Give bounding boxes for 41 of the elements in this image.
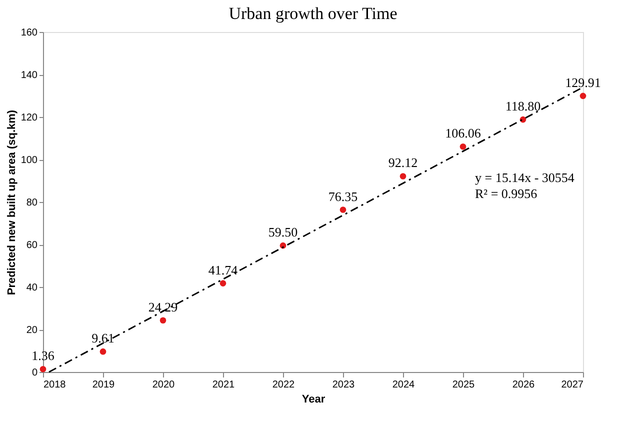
data-label: 76.35: [328, 188, 358, 204]
y-tick-label: 80: [26, 198, 38, 208]
point: [400, 173, 406, 180]
x-tick-label: 2021: [212, 380, 236, 390]
x-tick-label: 2019: [92, 380, 116, 390]
y-tick-label: 100: [20, 155, 38, 166]
x-tick-label: 2020: [152, 380, 176, 390]
point: [220, 280, 226, 286]
x-tick-label: 2023: [332, 380, 356, 390]
data-label: 9.61: [92, 330, 114, 346]
y-tick-label: 60: [26, 240, 38, 251]
y-tick-label: 40: [26, 282, 38, 294]
point: [160, 317, 166, 324]
data-label: 92.12: [388, 155, 418, 170]
point: [340, 206, 346, 213]
y-axis-title: Predicted new built up area (sq.km): [6, 110, 18, 296]
data-label: 106.06: [445, 126, 482, 141]
annotation: y = 15.14x - 30554: [475, 170, 575, 186]
x-tick-label: 2018: [44, 380, 66, 390]
annotation: R² = 0.9956: [475, 186, 538, 202]
x-axis-title: Year: [302, 394, 326, 406]
y-tick-label: 160: [20, 28, 38, 38]
data-label: 24.29: [148, 299, 178, 314]
y-tick-label: 20: [26, 325, 38, 336]
point: [460, 143, 466, 150]
y-tick-label: 120: [20, 112, 38, 124]
data-label: 118.80: [505, 98, 541, 114]
chart-title: Urban growth over Time: [228, 4, 398, 23]
x-tick-label: 2027: [561, 380, 584, 390]
x-tick-label: 2026: [512, 380, 536, 390]
point: [100, 348, 106, 355]
data-label: 1.36: [32, 348, 55, 364]
x-tick-label: 2022: [272, 380, 296, 390]
y-tick-label: 140: [20, 70, 38, 81]
x-tick-label: 2025: [452, 380, 476, 390]
x-tick-label: 2024: [392, 380, 416, 390]
data-label: 59.50: [268, 224, 298, 240]
point: [580, 92, 586, 100]
y-tick-label: 0: [32, 368, 38, 378]
data-label: 41.74: [208, 262, 238, 278]
data-label: 129.91: [565, 74, 601, 90]
